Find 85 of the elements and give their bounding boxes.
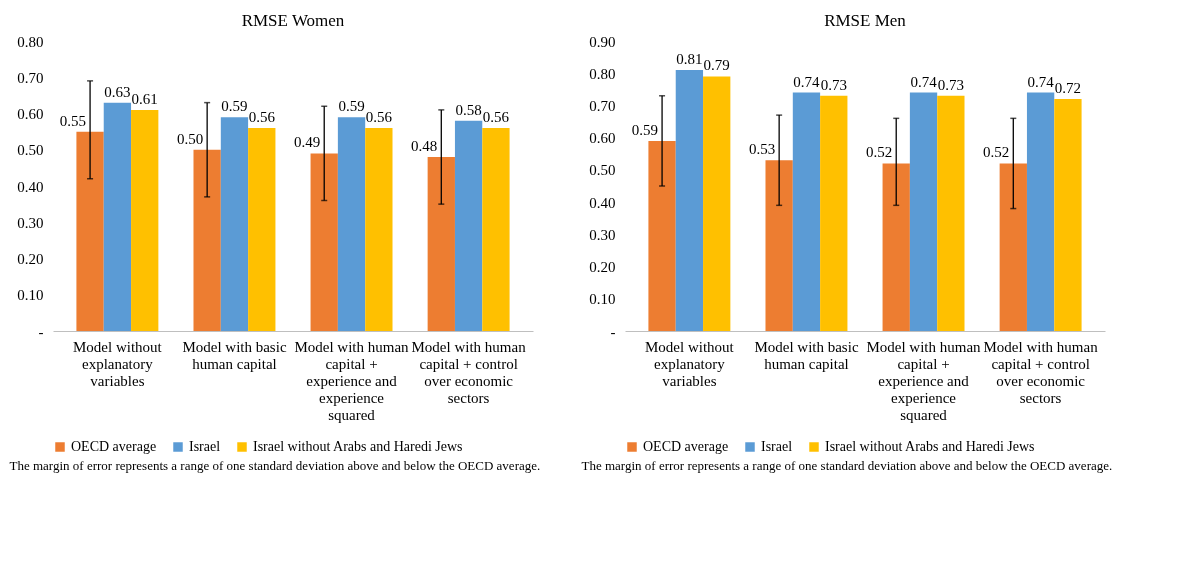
data-label: 0.61	[131, 90, 158, 107]
legend-label: Israel without Arabs and Haredi Jews	[825, 439, 1035, 454]
y-tick-label: 0.20	[17, 251, 44, 267]
data-label: 0.72	[1054, 80, 1082, 96]
bar	[882, 163, 910, 331]
data-label: 0.63	[104, 83, 131, 100]
y-tick-label: -	[610, 323, 616, 340]
legend-label: Israel without Arabs and Haredi Jews	[253, 439, 463, 454]
y-tick-label: 0.80	[17, 33, 44, 50]
x-tick-label: Model with basic human capital	[754, 338, 859, 372]
y-tick-label: 0.90	[589, 33, 616, 50]
y-tick-label: 0.70	[17, 69, 44, 86]
y-tick-label: 0.40	[589, 194, 616, 211]
y-tick-label: 0.40	[17, 178, 44, 195]
data-label: 0.79	[703, 57, 730, 74]
x-tick-label: Model with basic human capital	[182, 338, 287, 372]
bar	[675, 70, 704, 331]
y-tick-label: 0.30	[589, 226, 616, 243]
data-label: 0.52	[865, 144, 893, 161]
bar	[131, 109, 159, 331]
bar	[1026, 92, 1055, 331]
bar	[1054, 99, 1082, 331]
chart-title: RMSE Women	[241, 11, 345, 30]
y-tick-label: 0.20	[589, 259, 616, 276]
bar	[820, 95, 848, 331]
data-label: 0.59	[221, 98, 248, 115]
bar	[454, 120, 483, 331]
bar	[765, 160, 793, 331]
data-label: 0.55	[59, 112, 87, 129]
data-label: 0.73	[820, 76, 847, 93]
bar	[792, 92, 821, 331]
x-tick-label: Model with human capital + experience and experience squared	[866, 338, 982, 423]
data-label: 0.56	[365, 109, 393, 125]
x-tick-label: Model without explanatory variables	[645, 338, 735, 389]
bar	[103, 102, 132, 331]
data-label: 0.49	[293, 134, 321, 151]
y-tick-label: 0.50	[17, 142, 44, 159]
y-tick-label: 0.10	[17, 287, 44, 304]
data-label: 0.74	[1027, 73, 1055, 90]
bar	[909, 92, 938, 331]
bar	[482, 128, 510, 331]
x-tick-label: Model with human capital + experience and experience squared	[294, 338, 410, 423]
data-label: 0.56	[248, 109, 276, 125]
bar	[337, 117, 366, 331]
data-label: 0.59	[631, 121, 659, 138]
data-label: 0.50	[176, 130, 204, 147]
legend-label: Israel	[761, 439, 793, 454]
text: The margin of error represents a range of one standard deviation above and below the OECD average.	[9, 458, 541, 473]
data-label: 0.74	[793, 73, 821, 90]
data-label: 0.48	[411, 138, 438, 154]
y-tick-label: 0.30	[17, 214, 44, 231]
x-tick-label: Model without explanatory variables	[73, 338, 163, 389]
bar	[193, 149, 221, 331]
bar	[220, 117, 249, 331]
bar	[310, 153, 338, 331]
y-tick-label: 0.60	[589, 130, 616, 147]
legend-label: OECD average	[643, 439, 729, 454]
y-tick-label: 0.50	[589, 162, 616, 179]
legend-label: OECD average	[71, 439, 157, 454]
data-label: 0.56	[482, 109, 510, 125]
x-tick-label: Model with human capital + control over economic sectors	[983, 338, 1099, 406]
text: The margin of error represents a range of one standard deviation above and below the OECD average.	[581, 458, 1113, 473]
bar	[937, 95, 965, 331]
y-tick-label: 0.70	[589, 97, 616, 114]
data-label: 0.53	[748, 141, 776, 158]
y-tick-label: 0.80	[589, 65, 616, 82]
data-label: 0.73	[937, 76, 964, 93]
bar	[999, 163, 1027, 331]
bar	[248, 128, 276, 331]
bar	[76, 131, 104, 331]
data-label: 0.58	[455, 101, 482, 118]
bar	[648, 140, 676, 331]
chart-title: RMSE Men	[824, 11, 907, 30]
data-label: 0.81	[676, 51, 703, 67]
x-tick-label: Model with human capital + control over economic sectors	[411, 338, 527, 406]
data-label: 0.74	[910, 73, 938, 90]
data-label: 0.52	[983, 144, 1010, 161]
y-tick-label: -	[38, 323, 44, 340]
bar	[427, 157, 455, 331]
legend-label: Israel	[189, 439, 221, 454]
y-tick-label: 0.60	[17, 106, 44, 122]
y-tick-label: 0.10	[589, 291, 616, 308]
bar	[365, 128, 393, 331]
bar	[703, 76, 731, 331]
data-label: 0.59	[338, 98, 365, 115]
